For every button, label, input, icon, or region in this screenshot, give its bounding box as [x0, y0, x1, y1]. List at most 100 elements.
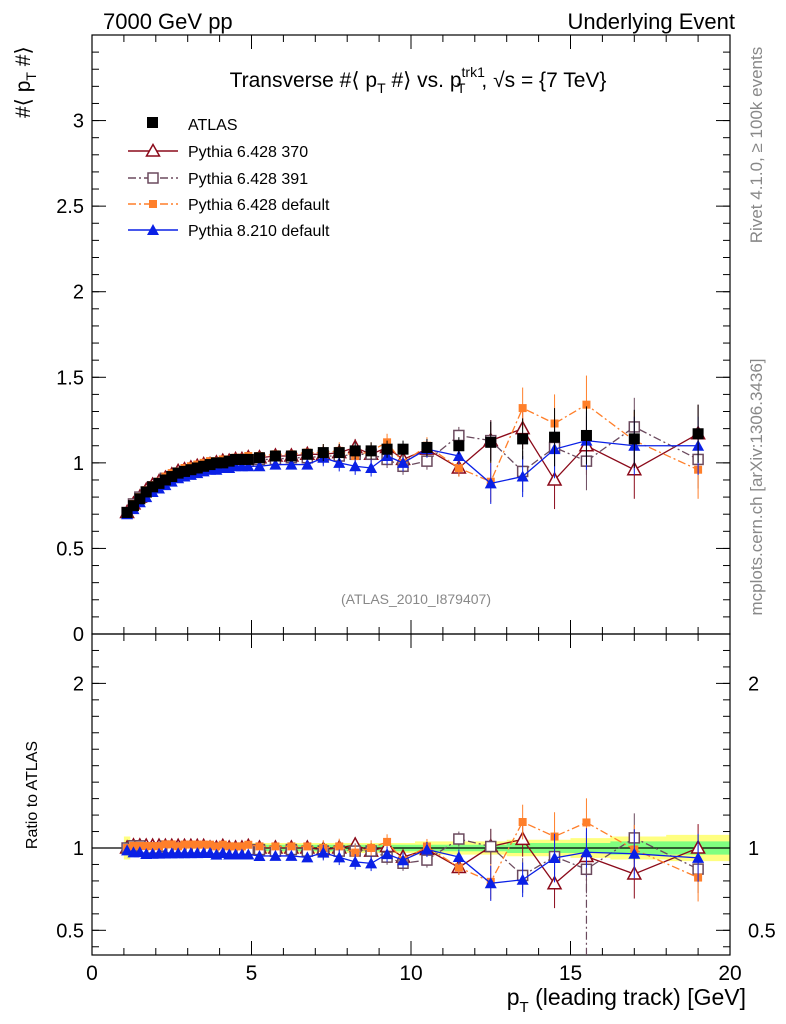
data-point-atlas — [230, 453, 242, 465]
data-point-p8 — [242, 848, 255, 860]
legend-item-p391: Pythia 6.428 391 — [128, 171, 308, 188]
data-point-p391 — [453, 833, 465, 845]
y-tick-label: 3 — [73, 111, 84, 133]
x-axis-label: pT (leading track) [GeV] — [507, 984, 746, 1016]
data-point-atlas — [242, 453, 254, 465]
data-point-p8 — [365, 857, 378, 869]
data-point-p6def — [518, 818, 527, 827]
data-point-p8 — [349, 460, 362, 472]
y-tick-label: 0.5 — [56, 538, 84, 560]
data-point-p6def — [271, 842, 280, 851]
data-point-p6def — [255, 842, 264, 851]
data-point-p6def — [212, 842, 221, 851]
data-point-p8 — [692, 851, 705, 863]
data-point-p6def — [180, 840, 189, 849]
data-point-p6def — [129, 841, 138, 850]
y-tick-label: 2 — [73, 673, 84, 695]
data-point-atlas — [397, 443, 409, 455]
data-point-atlas — [127, 500, 139, 512]
ratio-series — [119, 798, 706, 955]
data-point-atlas — [172, 467, 184, 479]
data-point-atlas — [549, 431, 561, 443]
data-point-p8 — [285, 458, 298, 470]
data-point-p8 — [484, 477, 497, 489]
data-point-p8 — [397, 854, 410, 866]
x-tick-label: 5 — [246, 962, 258, 985]
y-tick-label-right: 0.5 — [748, 920, 776, 942]
data-point-p6def — [383, 837, 392, 846]
data-point-p6def — [148, 842, 157, 851]
data-point-atlas — [333, 447, 345, 459]
series-atlas — [121, 404, 704, 518]
x-tick-label: 15 — [559, 962, 582, 985]
data-point-p8 — [452, 450, 465, 462]
data-point-atlas — [166, 471, 178, 483]
data-point-atlas — [421, 441, 433, 453]
data-point-p370 — [546, 471, 563, 486]
data-point-p8 — [121, 844, 134, 856]
data-point-p8 — [253, 849, 266, 861]
header-left: 7000 GeV pp — [103, 9, 233, 34]
data-point-p370 — [546, 875, 563, 890]
data-point-p8 — [365, 461, 378, 473]
main-y-axis-label: #⟨ pT #⟩ — [12, 46, 39, 118]
legend-label-atlas: ATLAS — [188, 117, 238, 134]
data-point-p6def — [582, 818, 591, 827]
main-panel: 0 0.5 1 1.5 2 2.5 3 Transverse #⟨ pT #⟩ vs. pt… — [12, 34, 731, 646]
data-point-atlas — [217, 457, 229, 469]
y-tick-label: 1 — [73, 838, 84, 860]
data-point-p6def — [161, 840, 170, 849]
data-point-p6def — [237, 842, 246, 851]
series-p6def — [123, 375, 703, 517]
data-point-atlas — [692, 428, 704, 440]
data-point-p391 — [485, 840, 497, 853]
legend: ATLAS Pythia 6.428 370 Pythia 6.428 391 … — [128, 117, 330, 240]
ratio-series-p8 — [121, 828, 705, 901]
data-point-p8 — [301, 458, 314, 470]
data-point-atlas — [349, 445, 361, 457]
main-title: Transverse #⟨ pT #⟩ vs. ptrk1 T, √s = {7 … — [230, 64, 607, 96]
data-point-atlas — [381, 443, 393, 455]
data-point-p8 — [301, 851, 314, 863]
data-point-p6def — [582, 400, 591, 409]
data-point-atlas — [628, 433, 640, 445]
data-point-p8 — [242, 460, 255, 472]
y-tick-label-right: 1 — [748, 838, 759, 860]
legend-item-p8: Pythia 8.210 default — [128, 223, 330, 240]
data-point-p8 — [253, 460, 266, 472]
data-point-p6def — [199, 840, 208, 849]
data-point-p6def — [287, 842, 296, 851]
data-point-atlas — [121, 506, 133, 518]
data-point-atlas — [185, 464, 197, 476]
x-tick-label: 20 — [718, 962, 741, 985]
y-tick-label: 1 — [73, 453, 84, 475]
data-point-p6def — [174, 842, 183, 851]
series-line-p8 — [126, 439, 699, 515]
legend-marker-atlas — [147, 117, 158, 128]
data-point-atlas — [453, 440, 465, 452]
legend-item-p6def: Pythia 6.428 default — [128, 197, 330, 214]
data-point-p8 — [397, 456, 410, 468]
data-point-p6def — [367, 844, 376, 852]
data-point-p8 — [548, 852, 561, 864]
data-point-atlas — [365, 445, 377, 457]
y-tick-label: 2.5 — [56, 196, 84, 218]
ratio-y-axis-label: Ratio to ATLAS — [24, 741, 41, 849]
data-point-p8 — [452, 850, 465, 862]
data-point-p6def — [135, 841, 144, 850]
data-point-p8 — [349, 855, 362, 867]
data-point-p6def — [303, 842, 312, 851]
data-point-p6def — [231, 842, 240, 851]
ratio-series-p370 — [119, 822, 706, 909]
data-point-atlas — [485, 436, 497, 448]
y-tick-label: 0.5 — [56, 920, 84, 942]
data-point-p8 — [628, 847, 641, 859]
data-point-p8 — [269, 849, 282, 861]
data-point-p8 — [333, 456, 346, 468]
x-tick-label: 0 — [86, 962, 98, 985]
data-point-p6def — [225, 842, 234, 851]
rivet-version-label: Rivet 4.1.0, ≥ 100k events — [747, 47, 766, 243]
legend-label-p391: Pythia 6.428 391 — [188, 171, 308, 188]
y-tick-label-right: 2 — [748, 673, 759, 695]
